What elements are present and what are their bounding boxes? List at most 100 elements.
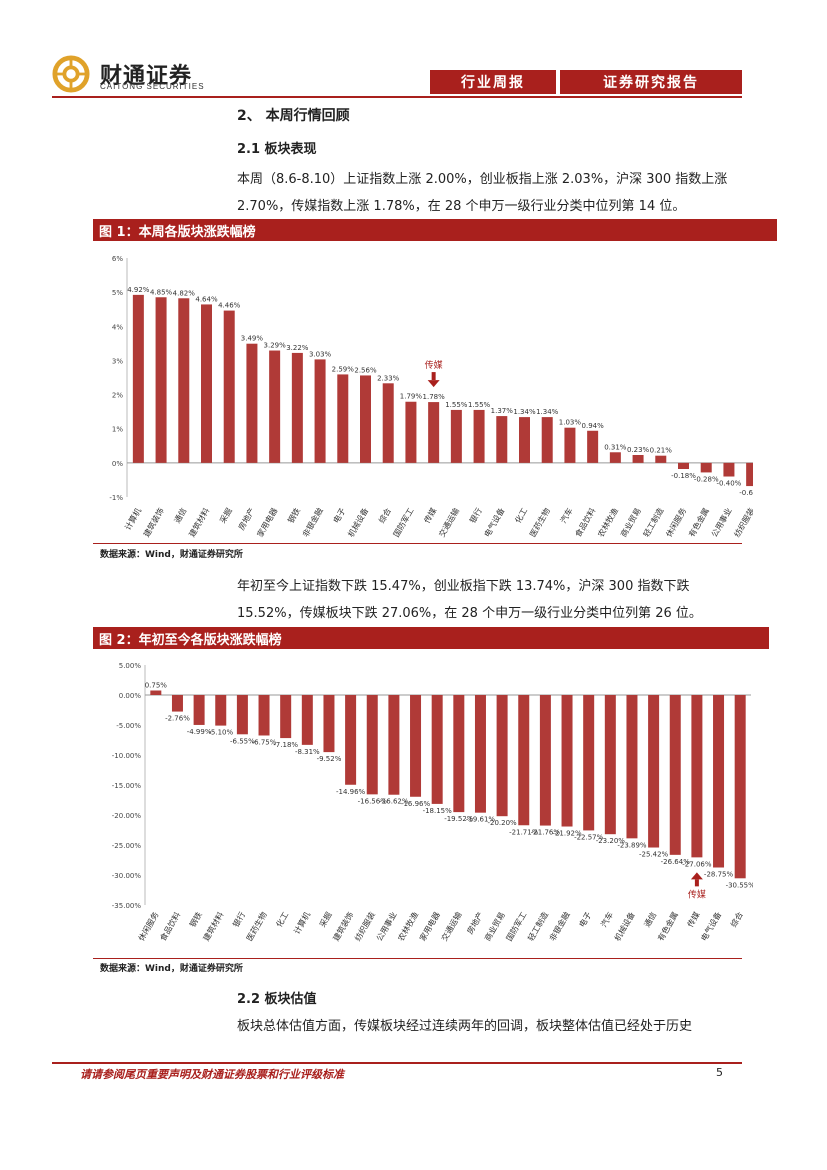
figure-2-bottom-rule (93, 958, 742, 959)
category-label: 家用电器 (417, 910, 442, 943)
data-label: -19.61% (466, 816, 496, 824)
bar (541, 417, 553, 463)
category-label: 休闲服务 (136, 910, 161, 943)
data-label: -4.99% (187, 728, 212, 736)
figure-2-source: 数据来源：Wind，财通证券研究所 (100, 964, 243, 974)
bar (713, 695, 725, 868)
data-label: 2.59% (332, 365, 355, 373)
data-label: -27.06% (682, 860, 712, 868)
data-label: 4.92% (127, 286, 150, 294)
data-label: 3.49% (241, 335, 264, 343)
y-tick-label: 6% (112, 255, 123, 263)
annotation-arrow-stem (694, 879, 699, 887)
paragraph-weekly: 本周（8.6-8.10）上证指数上涨 2.00%，创业板指上涨 2.03%，沪深… (237, 172, 728, 214)
data-label: 2.33% (377, 374, 400, 382)
data-label: -0.28% (694, 475, 719, 483)
annotation-label: 传媒 (688, 888, 706, 900)
category-label: 休闲服务 (664, 506, 689, 539)
bar (345, 695, 357, 785)
category-label: 农林牧渔 (595, 506, 620, 539)
y-tick-label: -25.00% (112, 842, 142, 850)
category-label: 钢铁 (187, 910, 204, 929)
bar (323, 695, 335, 753)
category-label: 公用事业 (709, 506, 734, 539)
y-tick-label: 5% (112, 289, 123, 297)
logo-name-cn: 财通证券 (100, 63, 193, 89)
data-label: 1.34% (536, 408, 559, 416)
bar (583, 695, 595, 831)
category-label: 汽车 (598, 910, 615, 929)
bar (518, 695, 530, 826)
bar (746, 462, 753, 487)
data-label: 0.31% (604, 443, 627, 451)
bar (246, 343, 258, 463)
section-2-title: 2、 本周行情回顾 (237, 108, 350, 124)
y-tick-label: 0.00% (119, 692, 142, 700)
paragraph-ytd: 年初至今上证指数下跌 15.47%，创业板指下跌 13.74%，沪深 300 指… (237, 579, 702, 621)
bar (201, 304, 212, 463)
bar (258, 695, 270, 736)
chart-ytd: 5.00% 0.00% -5.00% -10.00% -15.00% -20.00% -25… (112, 662, 753, 943)
bar (431, 695, 443, 804)
category-label: 纺织服装 (352, 910, 377, 943)
y-tick-label: 3% (112, 357, 123, 365)
category-label: 非银金融 (547, 910, 572, 943)
category-label: 交通运输 (436, 506, 461, 539)
annotation-arrow-head (690, 872, 703, 880)
data-label: -25.42% (639, 851, 669, 859)
data-label: 1.03% (559, 419, 582, 427)
data-label: -0.68% (739, 489, 753, 497)
data-label: -16.56% (358, 797, 388, 805)
category-label: 化工 (274, 910, 291, 929)
bar (496, 416, 508, 463)
category-label: 传媒 (422, 506, 439, 525)
category-label: 综合 (376, 506, 393, 525)
y-tick-label: -5.00% (116, 722, 141, 730)
category-label: 电气设备 (482, 506, 507, 539)
annotation-label: 传媒 (425, 359, 443, 371)
data-label: 3.03% (309, 350, 332, 358)
header-rule (52, 96, 742, 98)
category-label: 公用事业 (374, 910, 399, 943)
figure-1-bottom-rule (93, 543, 742, 544)
data-label: -7.18% (273, 741, 298, 749)
category-label: 综合 (728, 910, 745, 929)
category-label: 机械设备 (612, 910, 637, 943)
category-label: 食品饮料 (573, 506, 598, 539)
category-label: 采掘 (217, 506, 234, 525)
data-label: -21.76% (531, 829, 561, 837)
data-label: -16.62% (379, 798, 409, 806)
bar (291, 352, 303, 463)
caitong-logo-icon (52, 55, 90, 93)
category-label: 汽车 (558, 506, 575, 525)
section-2-2-title: 2.2 板块估值 (237, 992, 317, 1007)
data-label: -21.92% (552, 830, 582, 838)
bar (215, 695, 227, 726)
category-label: 医药生物 (527, 506, 552, 539)
y-tick-label: 2% (112, 392, 123, 400)
bar (155, 297, 167, 463)
data-label: -0.18% (671, 472, 696, 480)
category-label: 通信 (172, 506, 189, 525)
bar (171, 695, 183, 712)
bar (609, 452, 621, 463)
category-label: 计算机 (291, 910, 312, 936)
bar (473, 409, 485, 463)
category-label: 传媒 (685, 910, 702, 929)
category-label: 化工 (513, 506, 530, 525)
bar (604, 695, 616, 835)
data-label: 3.29% (264, 342, 287, 350)
data-label: 4.85% (150, 288, 173, 296)
data-label: -20.20% (487, 819, 517, 827)
category-label: 轻工制造 (525, 910, 550, 943)
figure-1-title: 图 1：本周各版块涨跌幅榜 (93, 219, 777, 241)
data-label: -23.20% (596, 837, 626, 845)
figure-1-source: 数据来源：Wind，财通证券研究所 (100, 550, 243, 560)
category-label: 有色金属 (655, 910, 680, 943)
bar (150, 690, 162, 695)
annotation-arrow-head (427, 380, 440, 388)
figure-2-title: 图 2：年初至今各版块涨跌幅榜 (93, 627, 769, 649)
category-label: 农林牧渔 (396, 910, 421, 943)
data-label: -2.76% (165, 715, 190, 723)
bar (280, 695, 292, 739)
